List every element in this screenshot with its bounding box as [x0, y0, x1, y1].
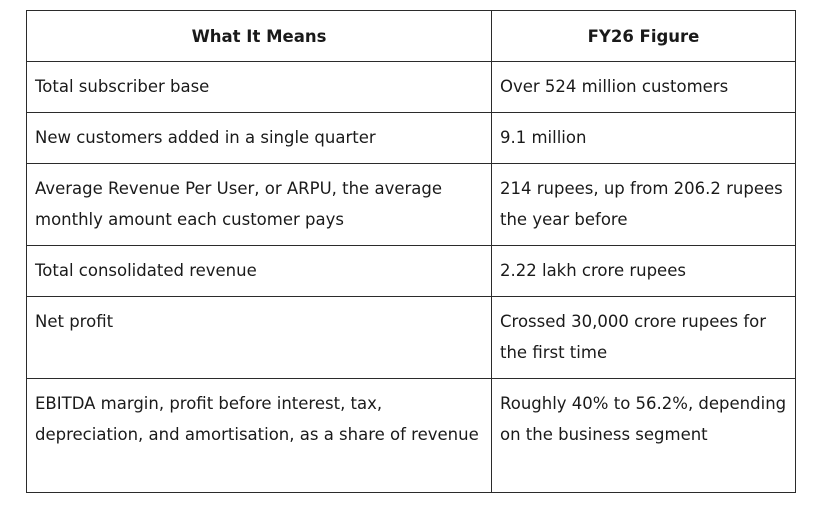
metric-description: New customers added in a single quarter	[26, 112, 492, 164]
table-header-row: What It Means FY26 Figure	[26, 10, 796, 62]
metric-description: Total subscriber base	[26, 61, 492, 113]
metric-value: 9.1 million	[491, 112, 796, 164]
table-row: Net profit Crossed 30,000 crore rupees f…	[26, 296, 796, 379]
table-row: Total subscriber base Over 524 million c…	[26, 61, 796, 113]
column-header-meaning: What It Means	[26, 10, 492, 62]
table-row: New customers added in a single quarter …	[26, 112, 796, 164]
metric-value: Roughly 40% to 56.2%, depending on the b…	[491, 378, 796, 493]
metric-value: 2.22 lakh crore rupees	[491, 245, 796, 297]
metric-description: Average Revenue Per User, or ARPU, the a…	[26, 163, 492, 246]
metric-description: Net profit	[26, 296, 492, 379]
table-row: EBITDA margin, profit before interest, t…	[26, 378, 796, 493]
metrics-table: What It Means FY26 Figure Total subscrib…	[26, 10, 796, 493]
column-header-fy26-figure: FY26 Figure	[491, 10, 796, 62]
metric-value: 214 rupees, up from 206.2 rupees the yea…	[491, 163, 796, 246]
metric-description: EBITDA margin, profit before interest, t…	[26, 378, 492, 493]
metric-description: Total consolidated revenue	[26, 245, 492, 297]
metric-value: Crossed 30,000 crore rupees for the firs…	[491, 296, 796, 379]
table-row: Total consolidated revenue 2.22 lakh cro…	[26, 245, 796, 297]
metric-value: Over 524 million customers	[491, 61, 796, 113]
table-row: Average Revenue Per User, or ARPU, the a…	[26, 163, 796, 246]
